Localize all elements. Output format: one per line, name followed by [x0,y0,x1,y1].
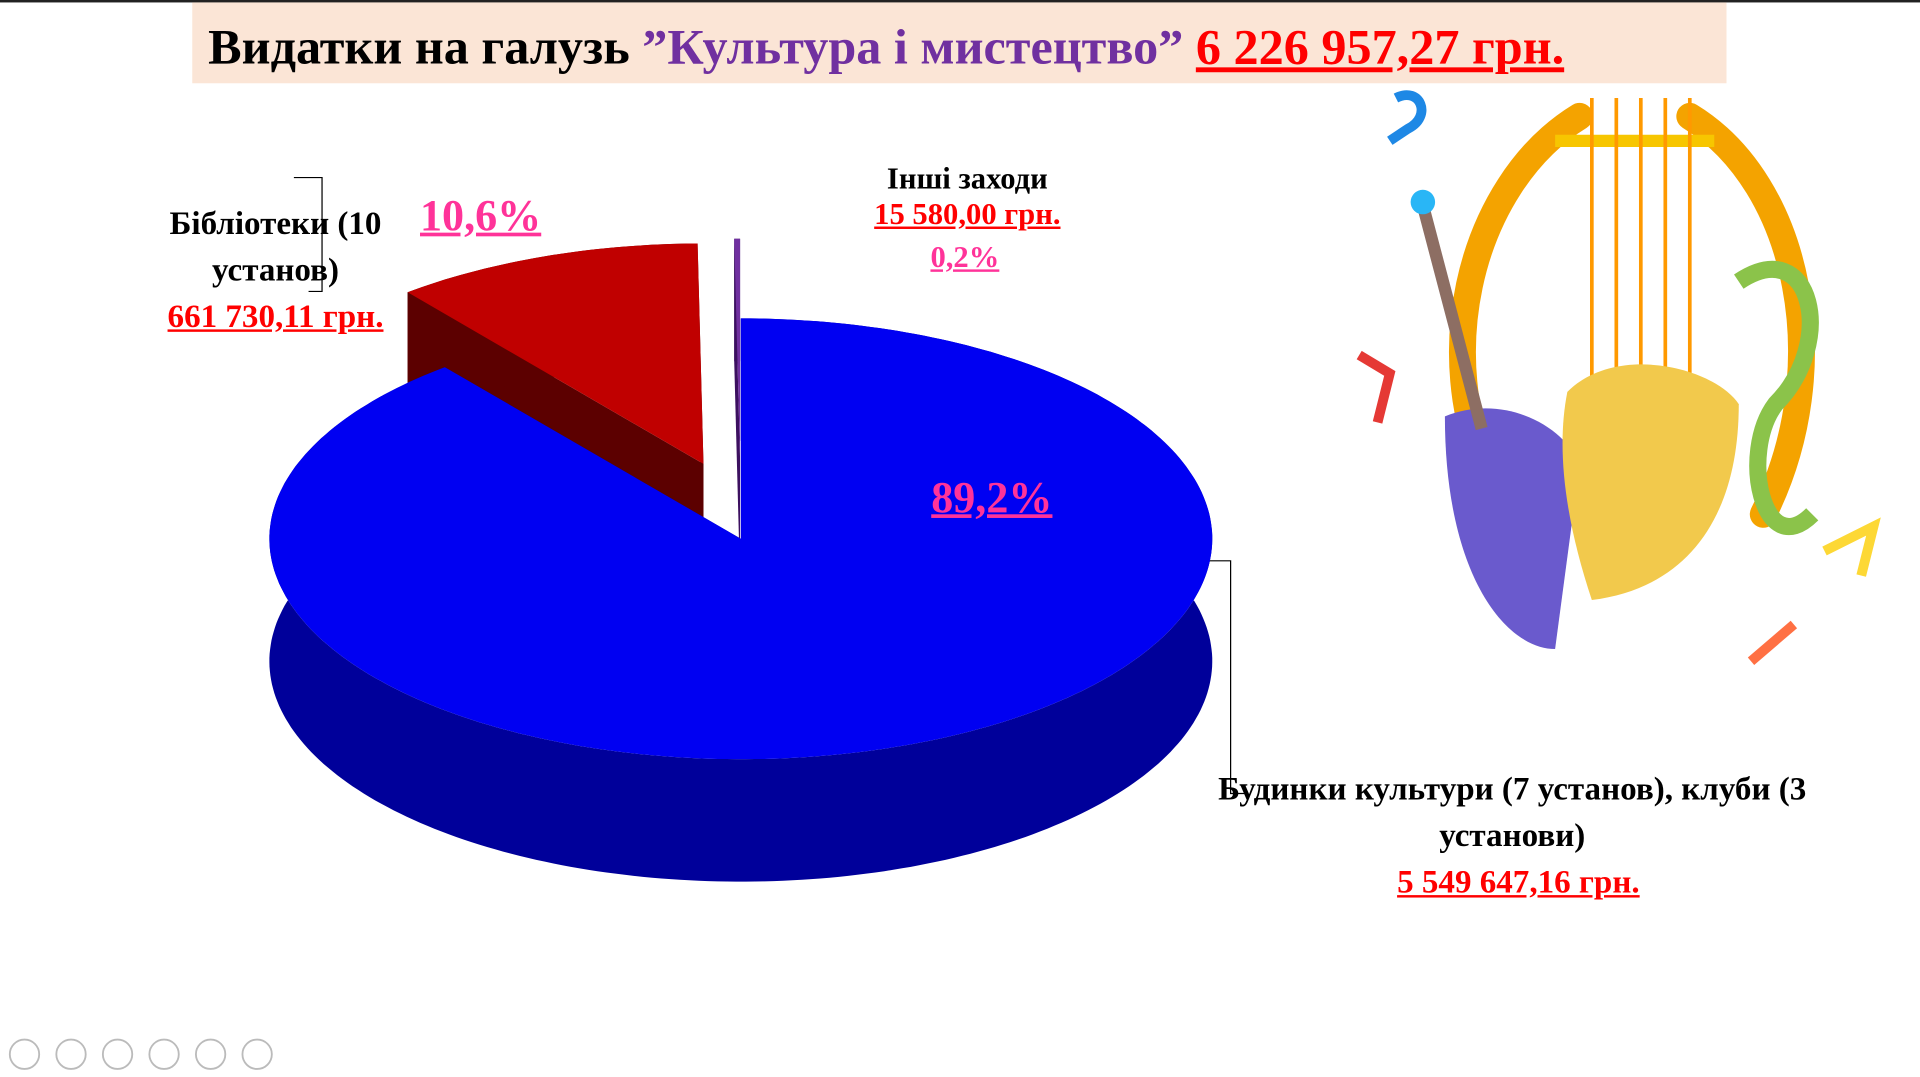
slice [269,318,1213,882]
slice [734,238,741,460]
title-topic: ”Культура і мистецтво” [642,18,1184,75]
amount-label: 661 730,11 грн. [167,297,384,335]
slice [269,318,1213,760]
title-text: Видатки на галузь [208,18,630,75]
value-label: 89,2% [931,472,1053,522]
amount-label: 15 580,00 грн. [874,198,1061,232]
top-border [0,0,1920,3]
slice [734,238,741,582]
title-total: 6 226 957,27 грн. [1195,18,1565,75]
title: Видатки на галузь ”Культура і мистецтво”… [208,12,1616,81]
amount-label: 5 549 647,16 грн. [1397,863,1640,901]
value-label: 10,6% [420,191,542,241]
value-label: 0,2% [930,241,1000,275]
leader-line [293,176,323,293]
title-background [192,2,1727,84]
decoration [1356,90,1881,665]
toolbar[interactable] [8,1038,273,1070]
category-label: Інші заходи [886,162,1048,196]
category-label: Бібліотеки (10 установ) [169,204,382,288]
slice [407,243,704,464]
category-label: Будинки культури (7 установ), клуби (3 у… [1218,770,1807,854]
